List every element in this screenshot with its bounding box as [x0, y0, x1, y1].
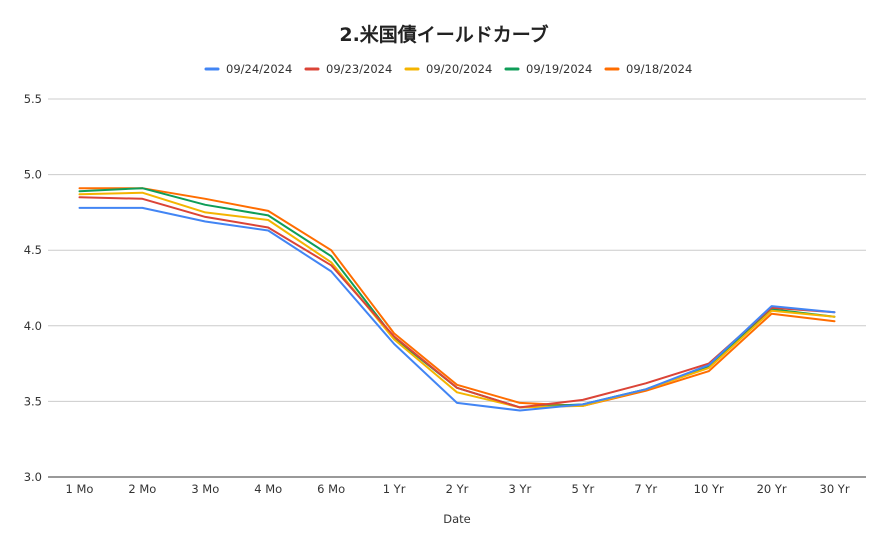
- x-axis-title: Date: [443, 512, 471, 526]
- x-tick-label: 2 Mo: [128, 482, 156, 496]
- x-tick-label: 30 Yr: [820, 482, 850, 496]
- legend-label: 09/20/2024: [426, 62, 492, 76]
- y-tick-label: 5.5: [24, 92, 42, 106]
- x-tick-label: 7 Yr: [634, 482, 657, 496]
- series-line: [78, 187, 836, 409]
- legend-label: 09/19/2024: [526, 62, 592, 76]
- series-line: [78, 191, 836, 409]
- x-tick-label: 4 Mo: [254, 482, 282, 496]
- legend-label: 09/23/2024: [326, 62, 392, 76]
- chart-title: 2.米国債イールドカーブ: [339, 24, 549, 46]
- series-line: [78, 206, 836, 412]
- x-tick-label: 2 Yr: [446, 482, 469, 496]
- y-axis: 3.0 3.5 4.0 4.5 5.0 5.5: [24, 92, 42, 484]
- x-axis: 1 Mo 2 Mo 3 Mo 4 Mo 6 Mo 1 Yr 2 Yr 3 Yr 5 Yr 7 Yr…: [65, 482, 849, 496]
- legend-label: 09/18/2024: [626, 62, 692, 76]
- x-tick-label: 1 Yr: [383, 482, 406, 496]
- y-tick-label: 4.0: [24, 319, 42, 333]
- x-tick-label: 1 Mo: [65, 482, 93, 496]
- y-tick-label: 4.5: [24, 243, 42, 257]
- series-line: [78, 187, 836, 407]
- legend-item[interactable]: 09/20/2024: [404, 62, 492, 76]
- series-line: [78, 196, 836, 409]
- legend-item[interactable]: 09/23/2024: [304, 62, 392, 76]
- series-lines: [78, 187, 836, 412]
- x-tick-label: 6 Mo: [317, 482, 345, 496]
- y-tick-label: 5.0: [24, 168, 42, 182]
- legend-item[interactable]: 09/18/2024: [604, 62, 692, 76]
- legend-label: 09/24/2024: [226, 62, 292, 76]
- legend-item[interactable]: 09/24/2024: [204, 62, 292, 76]
- x-tick-label: 3 Mo: [191, 482, 219, 496]
- x-tick-label: 10 Yr: [694, 482, 724, 496]
- x-tick-label: 5 Yr: [571, 482, 594, 496]
- legend-item[interactable]: 09/19/2024: [504, 62, 592, 76]
- x-tick-label: 3 Yr: [509, 482, 532, 496]
- grid-lines: [48, 98, 866, 478]
- legend: 09/24/2024 09/23/2024 09/20/2024 09/19/2024…: [204, 62, 692, 76]
- x-tick-label: 20 Yr: [757, 482, 787, 496]
- y-tick-label: 3.5: [24, 394, 42, 408]
- y-tick-label: 3.0: [24, 470, 42, 484]
